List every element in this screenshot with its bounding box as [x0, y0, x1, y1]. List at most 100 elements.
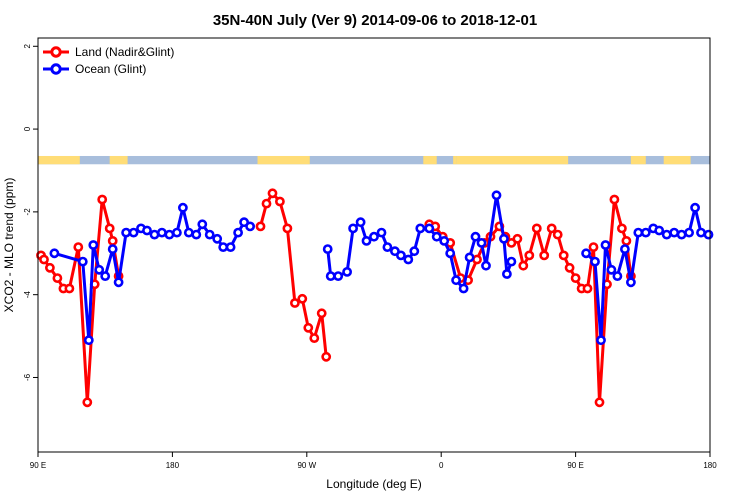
data-point	[626, 277, 636, 288]
data-point	[297, 293, 308, 304]
data-point	[684, 227, 694, 238]
data-point	[107, 235, 118, 246]
data-point	[481, 260, 491, 271]
x-axis: 90 E 180 90 W 0 90 E 180	[30, 452, 717, 470]
data-point	[476, 237, 487, 248]
x-tick-label: 180	[703, 461, 717, 470]
data-point	[156, 227, 167, 238]
data-point	[439, 235, 450, 246]
data-point	[464, 252, 475, 263]
land-segment	[38, 155, 80, 165]
data-point	[289, 298, 300, 308]
data-point	[690, 202, 700, 213]
data-point	[588, 242, 599, 252]
data-point	[104, 223, 115, 234]
data-point	[348, 223, 358, 234]
data-point	[233, 227, 243, 238]
data-point	[177, 202, 188, 213]
data-point	[403, 254, 414, 265]
y-tick-label: 0	[23, 126, 32, 131]
data-point	[558, 250, 569, 261]
data-point	[539, 250, 550, 261]
x-tick-label: 90 E	[567, 461, 583, 470]
data-point	[52, 273, 63, 283]
data-point	[321, 351, 332, 362]
series-land	[36, 188, 636, 408]
data-point	[451, 275, 461, 286]
data-point	[376, 227, 387, 238]
x-tick-label: 180	[166, 461, 180, 470]
data-point	[582, 283, 593, 294]
data-point	[654, 225, 665, 236]
data-point	[325, 271, 336, 281]
data-point	[409, 246, 420, 257]
data-point	[316, 308, 327, 319]
land-segment	[663, 155, 691, 165]
data-point	[606, 264, 617, 275]
data-point	[512, 233, 523, 244]
y-tick-label: -2	[23, 208, 32, 216]
data-point	[594, 397, 605, 408]
data-point	[73, 242, 84, 252]
series-line	[428, 198, 633, 404]
data-point	[64, 283, 75, 294]
data-point	[45, 262, 55, 273]
data-point	[696, 227, 706, 238]
data-point	[309, 333, 320, 343]
data-point	[107, 244, 118, 254]
legend-marker-land	[50, 46, 62, 58]
data-point	[570, 273, 581, 283]
data-point	[661, 229, 672, 240]
data-point	[621, 235, 632, 246]
data-point	[518, 260, 529, 271]
ocean-band	[38, 155, 710, 165]
data-point	[100, 271, 111, 281]
data-point	[415, 223, 426, 234]
data-point	[94, 264, 105, 275]
data-point	[149, 229, 160, 240]
data-point	[282, 223, 293, 234]
data-point	[171, 227, 182, 238]
data-point	[524, 250, 535, 261]
legend: Land (Nadir&Glint) Ocean (Glint)	[43, 45, 174, 76]
data-point	[245, 221, 255, 232]
data-point	[49, 248, 60, 259]
data-point	[395, 250, 406, 261]
data-point	[498, 233, 509, 244]
data-point	[590, 256, 600, 267]
data-point	[121, 227, 131, 238]
y-axis: 2 0 -2 -4 -6	[23, 44, 38, 381]
data-point	[183, 227, 194, 238]
data-point	[191, 229, 202, 240]
series-layer	[36, 188, 714, 408]
data-point	[531, 223, 542, 234]
legend-label-ocean: Ocean (Glint)	[75, 62, 146, 76]
land-segment	[423, 155, 437, 165]
y-tick-label: -4	[23, 291, 32, 299]
data-point	[322, 244, 333, 254]
x-tick-label: 0	[439, 461, 444, 470]
data-point	[703, 229, 714, 240]
data-point	[581, 248, 591, 259]
data-point	[564, 262, 575, 273]
data-point	[669, 227, 680, 238]
data-point	[431, 231, 442, 242]
data-point	[546, 223, 557, 234]
land-segment	[257, 155, 310, 165]
data-point	[142, 225, 152, 236]
data-point	[88, 240, 99, 250]
data-point	[77, 256, 88, 267]
data-point	[491, 190, 502, 201]
data-point	[676, 229, 687, 240]
data-point	[506, 256, 517, 267]
data-point	[552, 229, 563, 240]
data-point	[361, 235, 372, 246]
data-point	[303, 322, 314, 333]
series-ocean	[49, 190, 714, 346]
data-point	[113, 277, 124, 288]
data-point	[609, 194, 620, 205]
data-point	[164, 229, 175, 240]
y-axis-title: XCO2 - MLO trend (ppm)	[2, 178, 16, 313]
data-point	[128, 227, 139, 238]
